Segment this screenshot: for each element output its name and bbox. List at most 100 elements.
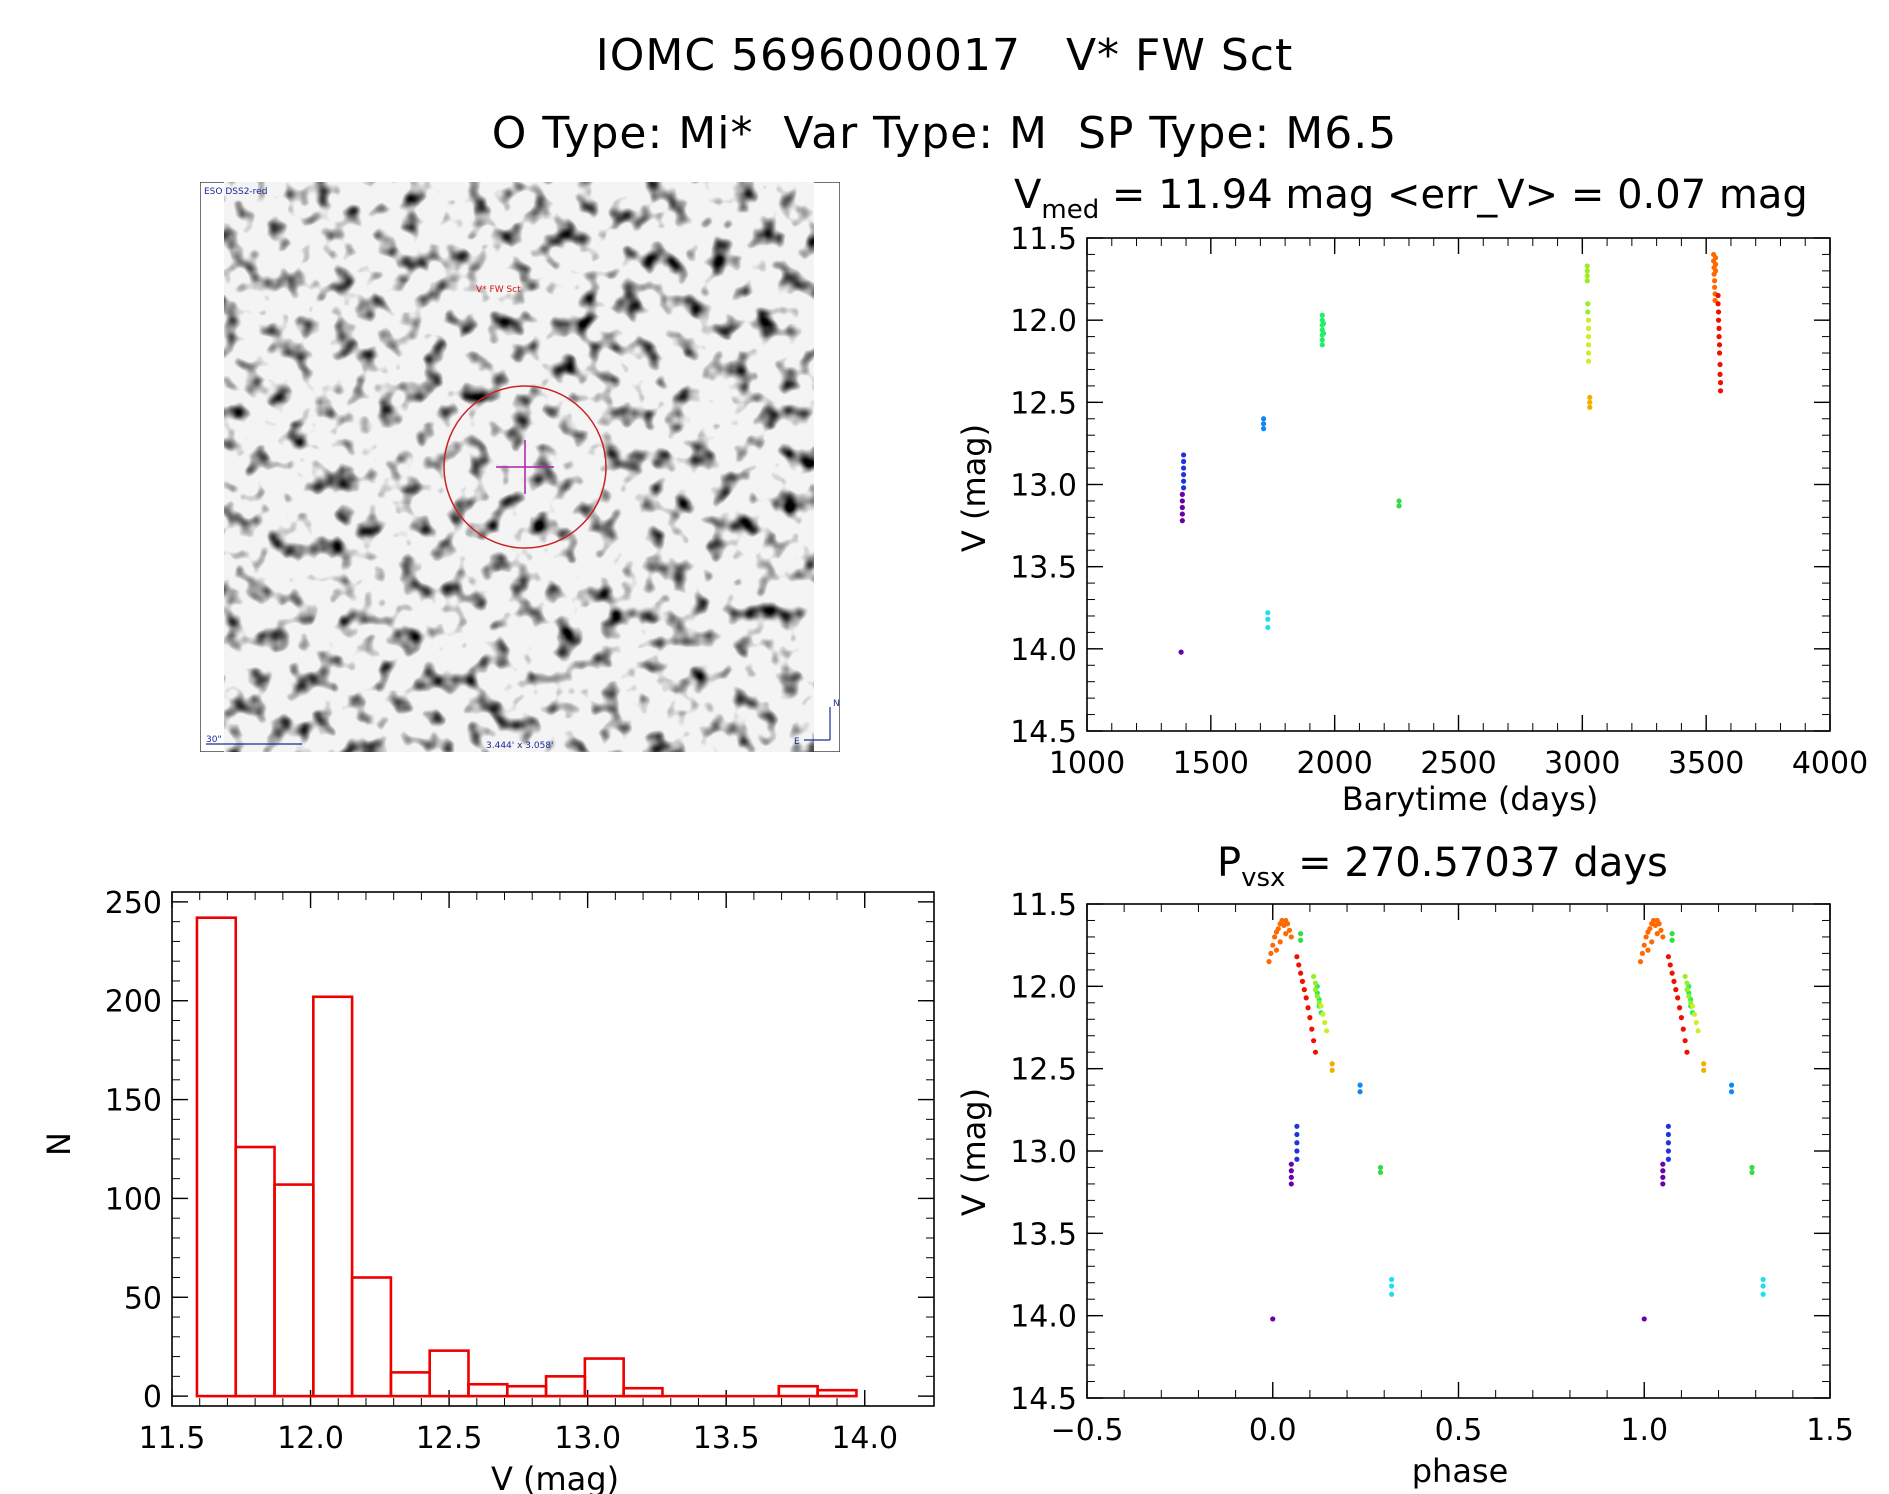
light-curve-point xyxy=(1715,309,1722,315)
light-curve-point xyxy=(1587,394,1593,401)
phase-curve-point xyxy=(1275,926,1281,932)
phase-curve-point xyxy=(1682,1038,1688,1044)
phase-curve-point xyxy=(1669,970,1675,976)
phase-curve-point xyxy=(1688,1000,1694,1006)
phase-curve-point xyxy=(1312,980,1319,986)
light-curve-point xyxy=(1587,399,1593,405)
light-curve-point xyxy=(1584,263,1590,269)
histogram-bar xyxy=(622,1386,664,1398)
phase-curve-point xyxy=(1678,1015,1684,1021)
histogram-bar xyxy=(816,1388,858,1398)
light-curve-xtick-label: 1000 xyxy=(1049,746,1125,781)
phase-curve-point xyxy=(1658,927,1664,933)
phase-curve-point xyxy=(1660,1181,1666,1187)
light-curve-xtick-label: 1500 xyxy=(1173,746,1249,781)
phase-curve-point xyxy=(1377,1169,1384,1176)
light-curve-point xyxy=(1319,332,1325,338)
phase-curve-point xyxy=(1688,996,1694,1003)
phase-curve-point xyxy=(1312,1049,1319,1055)
light-curve-point xyxy=(1585,309,1591,315)
phase-curve-point xyxy=(1324,1028,1330,1034)
histogram-bar xyxy=(777,1384,819,1398)
histogram-ytick-label: 100 xyxy=(105,1182,162,1217)
phase-curve-point xyxy=(1665,1148,1671,1154)
phase-curve-point xyxy=(1301,987,1307,993)
phase-curve-point xyxy=(1682,973,1688,980)
finder-image: ESO DSS2-red V* FW Sct 30" 3.444' x 3.05… xyxy=(200,182,840,752)
phase-curve-point xyxy=(1268,950,1274,957)
target-label: V* FW Sct xyxy=(476,285,521,295)
phase-curve-point xyxy=(1307,1015,1313,1021)
phase-curve-point xyxy=(1675,995,1681,1001)
phase-curve-point xyxy=(1650,917,1657,924)
phase-curve-point xyxy=(1665,954,1671,960)
phase-curve-point xyxy=(1309,1026,1315,1032)
light-curve-point xyxy=(1712,261,1719,267)
phase-curve-point xyxy=(1665,1140,1671,1146)
light-curve-point xyxy=(1710,251,1717,258)
light-curve-xtick-label: 4000 xyxy=(1792,746,1868,781)
light-curve-ytick-label: 12.0 xyxy=(1010,304,1077,339)
light-curve-point xyxy=(1717,371,1723,377)
histogram-ytick-label: 50 xyxy=(124,1281,162,1316)
light-curve-point xyxy=(1319,327,1325,333)
phase-curve-point xyxy=(1389,1291,1395,1297)
phase-curve-point xyxy=(1316,1003,1322,1009)
phase-curve-point xyxy=(1314,993,1320,999)
light-curve-point xyxy=(1260,426,1267,432)
phase-curve-point xyxy=(1728,1089,1735,1095)
light-curve-point xyxy=(1180,452,1187,458)
light-curve-point xyxy=(1179,491,1185,497)
phase-curve-point xyxy=(1298,937,1304,943)
phase-curve-xtick-label: 0.5 xyxy=(1435,1413,1483,1448)
phase-curve-point xyxy=(1656,921,1662,927)
survey-label: ESO DSS2-red xyxy=(204,187,267,197)
light-curve-point xyxy=(1585,301,1591,307)
phase-curve-point xyxy=(1288,1168,1294,1174)
light-curve-point xyxy=(1320,330,1327,336)
phase-curve-point xyxy=(1288,934,1294,940)
histogram-xtick-label: 11.5 xyxy=(139,1421,206,1456)
phase-curve-point xyxy=(1684,1049,1690,1055)
light-curve-point xyxy=(1265,624,1271,631)
phase-curve-point xyxy=(1654,917,1660,924)
phase-curve-point xyxy=(1641,942,1647,948)
histogram-bar xyxy=(273,1183,315,1398)
light-curve-title: Vmed = 11.94 mag <err_V> = 0.07 mag xyxy=(1014,172,1808,225)
phase-curve-xtick-label: 1.5 xyxy=(1806,1413,1854,1448)
phase-curve-point xyxy=(1647,926,1653,932)
histogram-xtick-label: 13.5 xyxy=(693,1421,760,1456)
light-curve-point xyxy=(1585,334,1592,340)
light-curve-point xyxy=(1711,278,1718,284)
light-curve-point xyxy=(1396,498,1402,504)
phase-curve-point xyxy=(1680,1026,1686,1032)
light-curve-point xyxy=(1260,416,1267,422)
histogram-bar xyxy=(234,1145,276,1398)
light-curve-point xyxy=(1180,472,1187,478)
histogram-ytick-label: 250 xyxy=(105,886,162,921)
phase-curve-point xyxy=(1377,1164,1384,1171)
phase-curve-point xyxy=(1637,959,1644,965)
phase-curve-point xyxy=(1316,996,1322,1003)
light-curve-point xyxy=(1179,504,1185,511)
phase-curve-point xyxy=(1298,970,1304,976)
light-curve-point xyxy=(1265,616,1271,622)
light-curve-point xyxy=(1712,291,1718,297)
svg-text:Vmed = 11.94 mag <err_V> = 0.0: Vmed = 11.94 mag <err_V> = 0.07 mag xyxy=(1014,172,1808,225)
histogram-bar xyxy=(467,1382,509,1398)
phase-curve-point xyxy=(1671,978,1677,984)
light-curve-point xyxy=(1180,465,1187,471)
phase-curve-point xyxy=(1283,917,1289,924)
light-curve-point xyxy=(1585,350,1592,356)
phase-curve-point xyxy=(1294,1123,1300,1129)
light-curve-xtick-label: 2500 xyxy=(1420,746,1496,781)
phase-curve-point xyxy=(1299,978,1306,984)
phase-curve-xtick-label: 0.0 xyxy=(1249,1413,1297,1448)
phase-curve-point xyxy=(1294,1148,1300,1154)
phase-curve-point xyxy=(1272,934,1278,940)
phase-curve-point xyxy=(1689,1010,1696,1016)
light-curve-point xyxy=(1716,334,1722,340)
phase-curve-point xyxy=(1684,987,1690,993)
phase-curve-point xyxy=(1314,983,1320,989)
light-curve-point xyxy=(1712,268,1719,274)
